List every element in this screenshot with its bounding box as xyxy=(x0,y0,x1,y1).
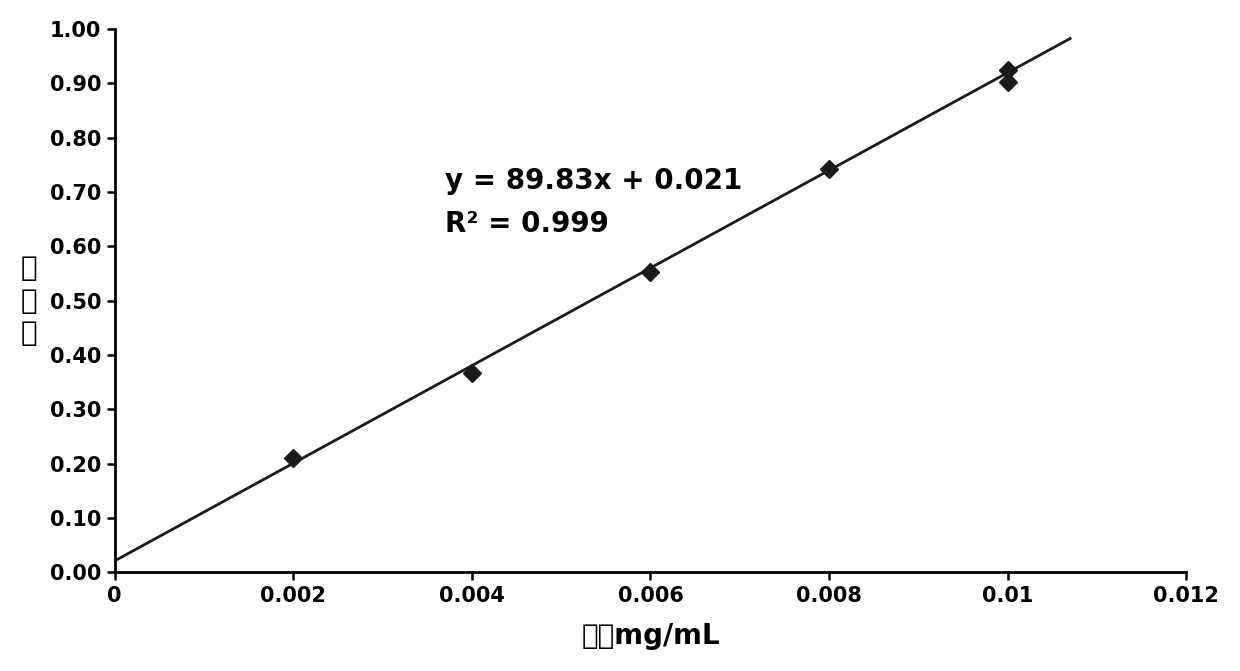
X-axis label: 浓度mg/mL: 浓度mg/mL xyxy=(582,622,719,650)
Text: y = 89.83x + 0.021: y = 89.83x + 0.021 xyxy=(445,166,743,195)
Text: R² = 0.999: R² = 0.999 xyxy=(445,210,609,238)
Y-axis label: 吸
光
度: 吸 光 度 xyxy=(21,254,37,347)
